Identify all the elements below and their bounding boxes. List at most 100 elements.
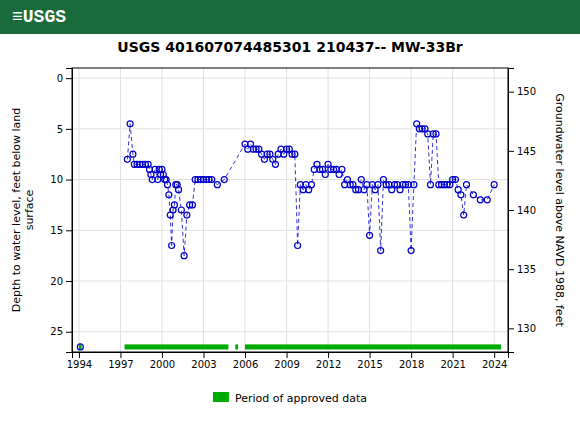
x-tick-mark (453, 352, 454, 358)
y-tick: 10 (50, 174, 72, 185)
grid-line-y (72, 78, 508, 79)
data-point (358, 177, 364, 183)
grid-line-x (78, 68, 79, 352)
y2-axis: 130135140145150 (508, 69, 536, 353)
y-tick: 25 (50, 326, 72, 337)
plot: 1994199720002003200620092012201520182021… (50, 68, 536, 370)
y-tick: 20 (50, 276, 72, 287)
grid-line-x (328, 68, 329, 352)
x-axis: 1994199720002003200620092012201520182021… (67, 352, 509, 370)
x-tick-label: 2018 (399, 359, 424, 370)
data-point (272, 161, 278, 167)
y-tick: 5 (57, 124, 72, 135)
x-tick: 2021 (440, 352, 465, 370)
x-tick-mark (494, 352, 495, 358)
x-tick-mark (287, 352, 288, 358)
y2-tick-mark (508, 151, 514, 152)
data-point (427, 182, 433, 188)
y-axis: 0 5 10 15 20 25 (50, 69, 72, 353)
data-point (176, 187, 182, 193)
x-tick-label: 2009 (274, 359, 299, 370)
grid (72, 68, 508, 352)
grid-line-x (161, 68, 162, 352)
data-point (452, 177, 458, 183)
y2-tick-label: 140 (517, 205, 536, 216)
y-tick-label: 20 (50, 276, 63, 287)
grid-line-x (245, 68, 246, 352)
x-tick: 2003 (191, 352, 216, 370)
x-tick-mark (245, 352, 246, 358)
x-tick-label: 2015 (357, 359, 382, 370)
data-point (322, 172, 328, 178)
y-tick-mark (66, 129, 72, 130)
data-point (171, 202, 177, 208)
x-tick-mark (411, 352, 412, 358)
y-tick-mark (66, 230, 72, 231)
y-tick: 0 (57, 73, 72, 84)
approved-period-bar (235, 344, 238, 349)
grid-line-y (72, 128, 508, 129)
x-tick-mark (79, 352, 80, 358)
data-point (308, 182, 314, 188)
y2-tick: 150 (508, 86, 536, 97)
y-tick-label: 10 (50, 174, 63, 185)
x-tick: 1997 (108, 352, 133, 370)
chart: ≡USGSUSGS 401607074485301 210437-- MW-33… (0, 0, 580, 430)
data-point (292, 151, 298, 157)
y2-axis-title: Groundwater level above NAVD 1988, feet (553, 93, 566, 327)
y2-tick-mark (508, 210, 514, 211)
y-tick-label: 15 (50, 225, 63, 236)
x-tick: 2015 (357, 352, 382, 370)
series-markers (77, 344, 83, 350)
data-point (214, 182, 220, 188)
y-tick: 15 (50, 225, 72, 236)
y-tick-label: 0 (57, 73, 63, 84)
grid-line-y (72, 331, 508, 332)
legend-swatch (213, 392, 229, 402)
y2-tick: 145 (508, 146, 536, 157)
data-point (339, 166, 345, 172)
x-tick-label: 2000 (150, 359, 175, 370)
data-point (77, 344, 83, 350)
data-point (477, 197, 483, 203)
header-bar (0, 0, 580, 34)
y2-tick-label: 150 (517, 86, 536, 97)
x-tick: 2012 (316, 352, 341, 370)
data-point (463, 182, 469, 188)
x-tick-label: 1997 (108, 359, 133, 370)
y2-tick-label: 145 (517, 146, 536, 157)
x-tick: 2024 (482, 352, 507, 370)
data-point (178, 207, 184, 213)
data-point (408, 248, 414, 254)
y-tick-label: 5 (57, 124, 63, 135)
x-tick-label: 2003 (191, 359, 216, 370)
data-point (433, 131, 439, 137)
y2-tick-label: 135 (517, 264, 536, 275)
data-point (209, 177, 215, 183)
y-tick-mark (66, 281, 72, 282)
data-point (378, 248, 384, 254)
y2-tick-mark (508, 328, 514, 329)
grid-line-x (286, 68, 287, 352)
data-point (470, 192, 476, 198)
x-axis-line (73, 353, 509, 359)
data-point (411, 182, 417, 188)
grid-line-x (203, 68, 204, 352)
x-tick-mark (370, 352, 371, 358)
data-point (124, 156, 130, 162)
grid-line-y (72, 179, 508, 180)
series-markers (124, 121, 497, 259)
data-point (221, 177, 227, 183)
x-tick-label: 2012 (316, 359, 341, 370)
grid-line-x (369, 68, 370, 352)
y2-axis-line (509, 69, 515, 353)
data-point (165, 182, 171, 188)
y-axis-line (66, 69, 73, 353)
grid-line-x (411, 68, 412, 352)
data-point (181, 253, 187, 259)
data-point (491, 182, 497, 188)
y-axis-title: Depth to water level, feet below landsur… (10, 108, 36, 313)
data-point (184, 212, 190, 218)
x-tick: 1994 (67, 352, 92, 370)
y-axis-title-line: surface (23, 189, 36, 230)
